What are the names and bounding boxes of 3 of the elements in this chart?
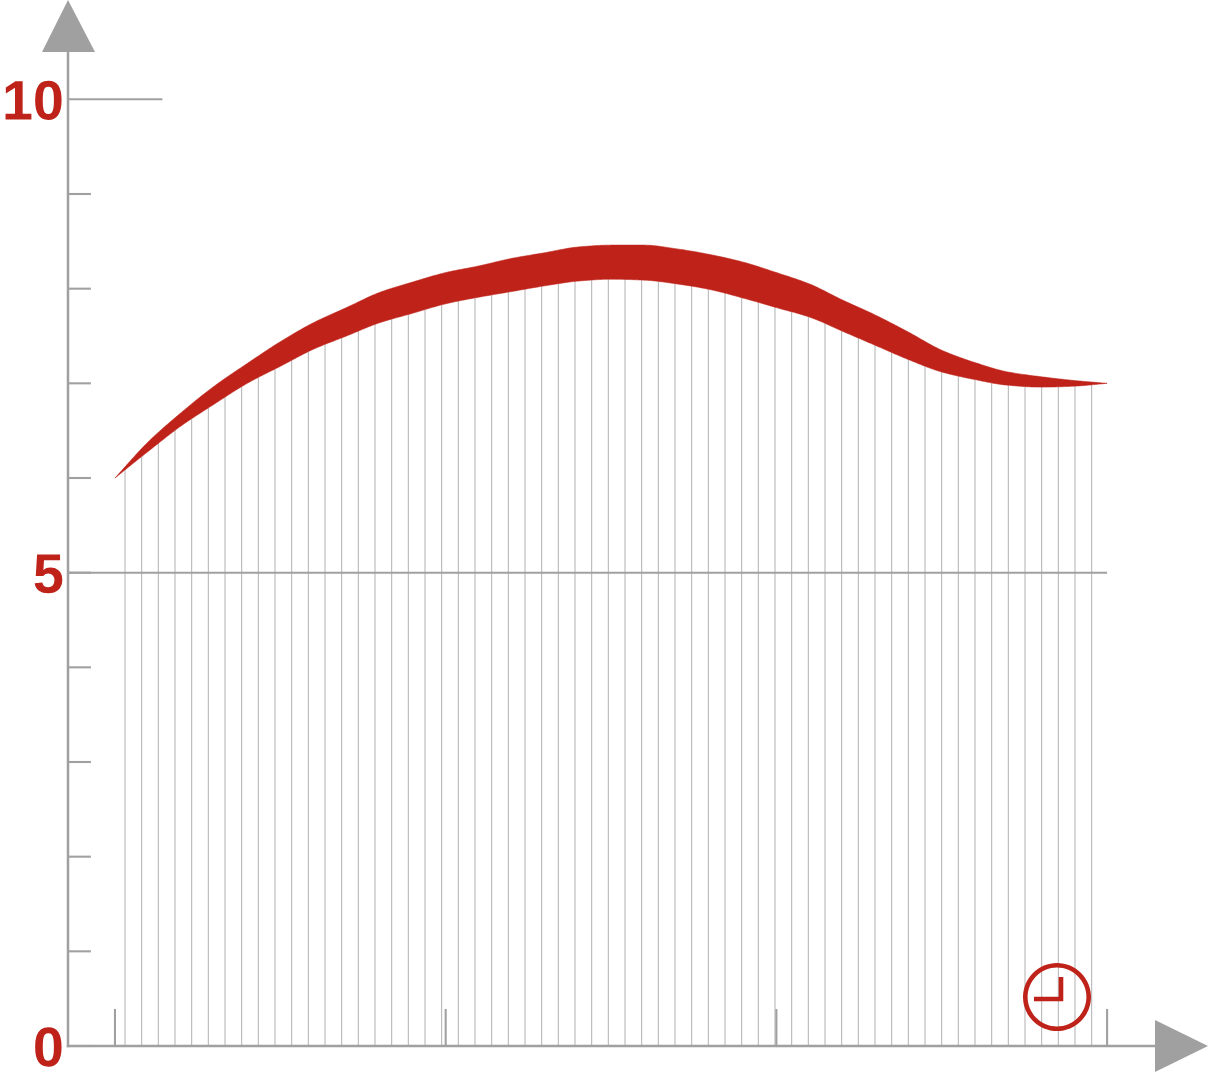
y-tick-label: 0 xyxy=(35,1027,62,1067)
y-tick-label: 5 xyxy=(34,554,63,594)
y-tick-label: 10 xyxy=(5,80,62,121)
